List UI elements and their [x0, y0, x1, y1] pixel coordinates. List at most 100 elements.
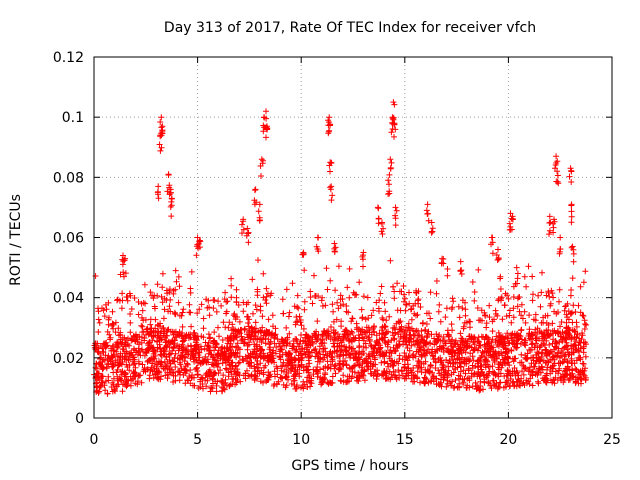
data-point	[374, 204, 381, 211]
data-point	[508, 226, 515, 233]
data-point	[343, 347, 350, 354]
data-point	[500, 384, 507, 391]
data-point	[297, 319, 304, 326]
data-point	[114, 344, 121, 351]
data-point	[100, 340, 107, 347]
data-point	[523, 377, 530, 384]
data-point	[115, 332, 122, 339]
data-point	[188, 268, 195, 275]
data-point	[186, 301, 193, 308]
data-point	[343, 379, 349, 386]
data-point	[437, 318, 444, 325]
data-point	[110, 352, 117, 359]
data-point	[409, 369, 415, 376]
data-point	[449, 348, 455, 355]
data-point	[457, 330, 464, 337]
data-point	[352, 350, 359, 357]
data-point	[157, 320, 164, 327]
data-point	[401, 298, 407, 305]
data-point	[443, 305, 450, 312]
data-point	[529, 273, 536, 280]
data-point	[360, 337, 367, 344]
data-point	[266, 372, 273, 379]
data-point	[211, 370, 218, 377]
data-point	[513, 345, 520, 351]
data-point	[200, 358, 207, 365]
data-point	[526, 312, 533, 319]
data-point	[121, 273, 127, 280]
data-point	[152, 316, 159, 323]
data-point	[294, 292, 301, 299]
data-point	[331, 348, 338, 355]
data-point	[286, 309, 293, 316]
data-point	[499, 316, 506, 323]
data-point	[139, 323, 146, 330]
data-point	[240, 308, 247, 315]
data-point	[383, 317, 390, 324]
data-point	[460, 325, 467, 332]
data-point	[252, 368, 259, 375]
data-point	[571, 333, 578, 340]
data-point	[373, 376, 380, 382]
data-point	[105, 316, 112, 323]
data-point	[534, 369, 541, 376]
data-point	[481, 354, 488, 360]
data-point	[398, 368, 405, 375]
data-point	[243, 301, 250, 308]
data-point	[491, 316, 497, 323]
data-point	[513, 337, 520, 344]
data-point	[487, 382, 494, 389]
data-point	[130, 345, 137, 352]
data-point	[108, 384, 115, 390]
data-point	[324, 286, 331, 293]
data-point	[496, 361, 503, 368]
data-point	[256, 214, 263, 221]
data-point	[288, 359, 295, 366]
data-point	[471, 346, 478, 353]
data-point	[576, 348, 583, 355]
data-point	[536, 356, 543, 363]
data-point	[334, 299, 341, 306]
data-point	[558, 348, 565, 354]
data-point	[477, 378, 484, 385]
data-point	[228, 294, 235, 301]
data-point	[557, 323, 563, 330]
data-point	[403, 324, 409, 331]
data-point	[207, 347, 214, 354]
data-point	[452, 349, 459, 356]
data-point	[401, 291, 407, 298]
data-point	[373, 338, 380, 345]
data-point	[162, 348, 169, 355]
data-point	[569, 319, 576, 326]
data-point	[546, 220, 553, 226]
data-point	[172, 364, 179, 370]
data-point	[337, 337, 344, 344]
data-point	[166, 286, 173, 293]
data-point	[227, 365, 234, 372]
data-point	[260, 379, 266, 386]
data-point	[111, 387, 118, 394]
data-point	[255, 208, 262, 215]
data-point	[244, 313, 250, 320]
data-point	[483, 373, 490, 379]
data-point	[390, 325, 397, 331]
data-point	[137, 352, 144, 359]
y-tick-label: 0.04	[53, 291, 84, 307]
data-point	[191, 382, 198, 389]
data-point	[463, 384, 470, 391]
data-point	[564, 300, 571, 307]
data-point	[514, 270, 521, 277]
data-point	[459, 342, 466, 349]
data-point	[135, 372, 142, 379]
data-point	[433, 278, 440, 284]
data-point	[207, 385, 214, 391]
data-point	[222, 324, 229, 331]
data-point	[343, 308, 350, 315]
data-point	[577, 375, 584, 382]
data-point	[244, 225, 251, 232]
data-point	[152, 305, 158, 312]
data-point	[205, 370, 212, 377]
data-point	[378, 327, 385, 334]
data-point	[529, 382, 536, 389]
data-point	[514, 280, 520, 287]
